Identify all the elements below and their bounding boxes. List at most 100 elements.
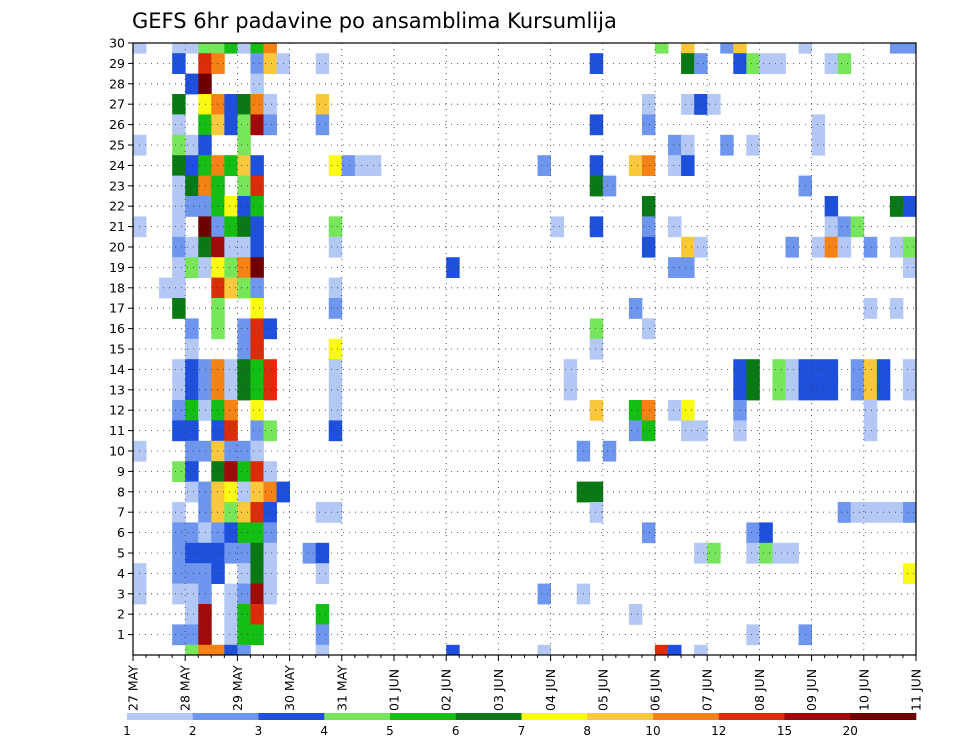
precip-cell (681, 400, 695, 421)
legend-label: 7 (518, 724, 526, 738)
precip-cell (224, 257, 238, 278)
precip-cell (211, 461, 225, 482)
precip-cell (172, 624, 186, 646)
precip-cell (198, 502, 212, 523)
precip-cell (694, 420, 708, 442)
precip-cell (211, 236, 225, 258)
precip-cell (668, 257, 682, 278)
precip-cell (198, 175, 212, 197)
precip-cell (733, 400, 747, 421)
precip-cell (237, 481, 251, 503)
precip-cell (315, 502, 330, 523)
precip-cell (641, 94, 656, 115)
precip-cell (902, 196, 917, 217)
precip-cell (172, 236, 186, 258)
chart-title: GEFS 6hr padavine po ansamblima Kursumli… (132, 9, 617, 33)
precip-cell (224, 236, 238, 258)
precip-cell (185, 624, 199, 646)
precip-cell (185, 461, 199, 482)
precip-cell (850, 216, 865, 238)
precip-cell (159, 277, 173, 299)
precip-cell (902, 379, 917, 401)
precip-cell (563, 359, 578, 380)
x-tick-label: 10 JUN (856, 669, 871, 711)
precip-cell (224, 155, 238, 176)
precip-cell (681, 155, 695, 176)
precip-cell (237, 522, 251, 544)
precip-cell (185, 583, 199, 605)
precip-cell (172, 114, 186, 136)
legend-label: 4 (320, 724, 328, 738)
precip-cell (198, 94, 212, 115)
precip-cell (668, 400, 682, 421)
precip-cell (211, 94, 225, 115)
precip-cell (628, 604, 643, 625)
y-tick-label: 22 (109, 199, 125, 214)
precip-cell (902, 43, 917, 54)
y-tick-label: 27 (109, 97, 125, 112)
y-tick-label: 24 (109, 158, 125, 173)
legend-swatch (127, 713, 194, 720)
precip-cell (628, 400, 643, 421)
precip-cell (250, 236, 264, 258)
precip-cell (172, 583, 186, 605)
precip-cell (641, 155, 656, 176)
precip-cell (172, 379, 186, 401)
precip-cell (759, 542, 773, 564)
y-tick-label: 13 (109, 382, 125, 397)
precip-cell (250, 257, 264, 278)
precip-cell (185, 236, 199, 258)
precip-cell (211, 379, 225, 401)
precip-cell (720, 43, 734, 54)
precip-cell (237, 196, 251, 217)
precip-cell (367, 155, 382, 176)
precip-cell (250, 502, 264, 523)
precip-cell (315, 624, 330, 646)
precip-cell (250, 522, 264, 544)
precip-cell (198, 481, 212, 503)
legend-swatch (718, 713, 785, 720)
precip-cell (237, 277, 251, 299)
precip-cell (733, 53, 747, 74)
precip-cell (224, 522, 238, 544)
precip-cell (341, 155, 356, 176)
precip-cell (211, 542, 225, 564)
legend-label: 12 (711, 724, 726, 738)
legend-swatch (192, 713, 259, 720)
y-tick-label: 18 (109, 280, 125, 295)
precip-cell (172, 563, 186, 584)
precip-cell (772, 53, 786, 74)
precip-cell (211, 298, 225, 319)
precip-cell (641, 196, 656, 217)
y-tick-label: 11 (109, 423, 125, 438)
precip-cell (198, 542, 212, 564)
y-tick-label: 3 (117, 586, 125, 601)
precip-cell (589, 400, 604, 421)
precip-cell (185, 134, 199, 156)
precip-cell (655, 43, 669, 54)
precip-cell (641, 216, 656, 238)
y-tick-label: 25 (109, 138, 125, 153)
precip-cell (328, 379, 343, 401)
precip-cell (198, 134, 212, 156)
precip-cell (602, 175, 617, 197)
precip-cell (224, 43, 238, 54)
precip-cell (172, 461, 186, 482)
precip-cell (198, 73, 212, 95)
precip-cell (681, 236, 695, 258)
precip-cell (224, 481, 238, 503)
precip-cell (837, 216, 852, 238)
y-tick-label: 17 (109, 301, 125, 316)
precip-cell (563, 379, 578, 401)
precip-cell (237, 338, 251, 360)
precip-cell (746, 134, 760, 156)
x-tick-label: 29 MAY (230, 665, 245, 711)
precip-cell (681, 420, 695, 442)
precip-cell (198, 583, 212, 605)
precip-cell (328, 298, 343, 319)
precip-cell (250, 73, 264, 95)
precip-cell (824, 359, 839, 380)
precip-cell (824, 196, 839, 217)
precip-cell (224, 583, 238, 605)
precip-cell (824, 379, 839, 401)
